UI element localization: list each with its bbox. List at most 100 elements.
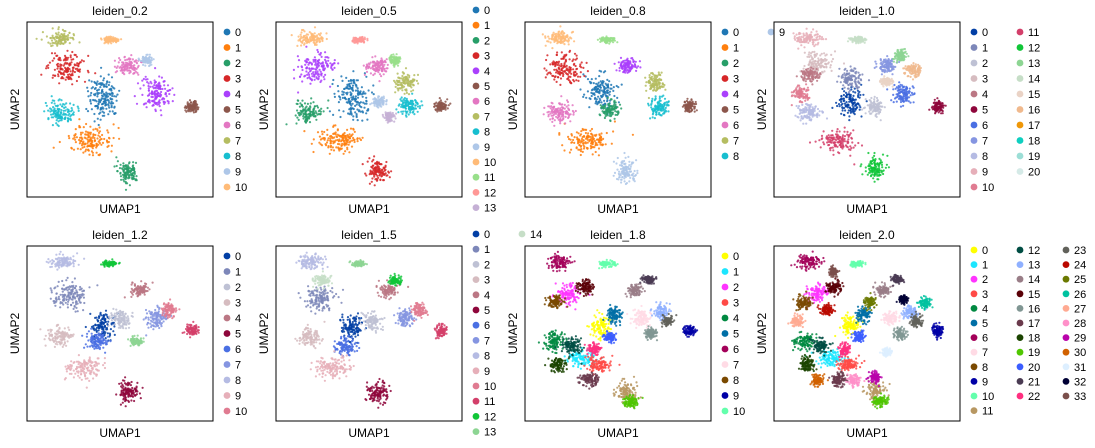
point: [351, 107, 354, 110]
point: [351, 89, 355, 92]
point: [336, 128, 339, 131]
cluster-1: [558, 120, 635, 157]
point: [377, 71, 380, 74]
point: [89, 102, 93, 105]
point: [54, 40, 57, 43]
point: [147, 58, 150, 61]
point: [560, 115, 563, 118]
point: [551, 62, 554, 66]
point: [337, 90, 340, 93]
cluster-12: [351, 35, 369, 45]
point: [572, 138, 575, 142]
point: [77, 109, 80, 112]
point: [380, 61, 383, 64]
point: [404, 67, 408, 70]
point: [570, 148, 573, 151]
point: [298, 105, 301, 108]
legend-marker: [472, 97, 480, 105]
point: [311, 36, 314, 40]
point: [149, 85, 152, 88]
point: [607, 83, 610, 86]
point: [631, 133, 635, 136]
point: [356, 140, 359, 143]
point: [565, 35, 568, 38]
point: [616, 156, 619, 160]
point: [171, 100, 174, 103]
point: [381, 113, 384, 116]
point: [877, 110, 880, 113]
point: [552, 60, 555, 63]
legend-label: 4: [235, 89, 241, 101]
point: [853, 87, 856, 90]
point: [387, 114, 391, 117]
point: [349, 140, 352, 143]
point: [857, 92, 860, 95]
point: [628, 67, 631, 70]
point: [366, 109, 369, 112]
point: [557, 32, 560, 36]
point: [54, 32, 58, 35]
point: [65, 35, 68, 38]
point: [339, 98, 342, 101]
point: [604, 39, 607, 42]
point: [123, 56, 126, 59]
point: [50, 101, 53, 104]
point: [558, 67, 561, 71]
point: [313, 26, 317, 29]
point: [71, 69, 74, 72]
point: [580, 130, 583, 133]
point: [314, 61, 317, 65]
point: [160, 90, 163, 94]
point: [597, 154, 601, 157]
point: [382, 179, 385, 182]
legend-label: 3: [235, 74, 241, 86]
point: [333, 95, 336, 98]
point: [59, 63, 62, 66]
point: [121, 173, 124, 176]
point: [68, 137, 71, 140]
point: [296, 109, 299, 112]
legend-label: 4: [733, 89, 739, 101]
legend-label: 12: [484, 187, 496, 199]
point: [544, 76, 547, 79]
point: [110, 89, 113, 92]
point: [662, 94, 665, 97]
point: [597, 100, 600, 104]
point: [874, 113, 877, 116]
point: [693, 103, 696, 106]
point: [875, 96, 879, 100]
point: [187, 108, 190, 111]
point: [383, 69, 386, 72]
point: [50, 52, 54, 55]
point: [54, 115, 57, 118]
point: [115, 99, 118, 102]
legend-label: 13: [484, 203, 496, 215]
point: [69, 115, 72, 118]
point: [562, 74, 565, 78]
point: [119, 172, 122, 175]
point: [110, 85, 113, 88]
point: [340, 140, 343, 143]
point: [579, 63, 582, 66]
point: [361, 95, 364, 98]
point: [51, 124, 55, 127]
point: [113, 106, 116, 109]
point: [308, 61, 311, 65]
point: [372, 84, 375, 87]
point: [388, 176, 391, 179]
point: [557, 118, 560, 121]
point: [621, 160, 624, 163]
point: [358, 37, 362, 40]
point: [162, 80, 165, 83]
point: [57, 124, 60, 128]
point: [105, 107, 108, 110]
point: [650, 100, 654, 103]
point: [613, 94, 616, 98]
point: [139, 87, 142, 90]
point: [148, 56, 151, 59]
point: [380, 175, 383, 178]
point: [51, 76, 54, 79]
point: [365, 75, 368, 78]
point: [308, 73, 311, 76]
